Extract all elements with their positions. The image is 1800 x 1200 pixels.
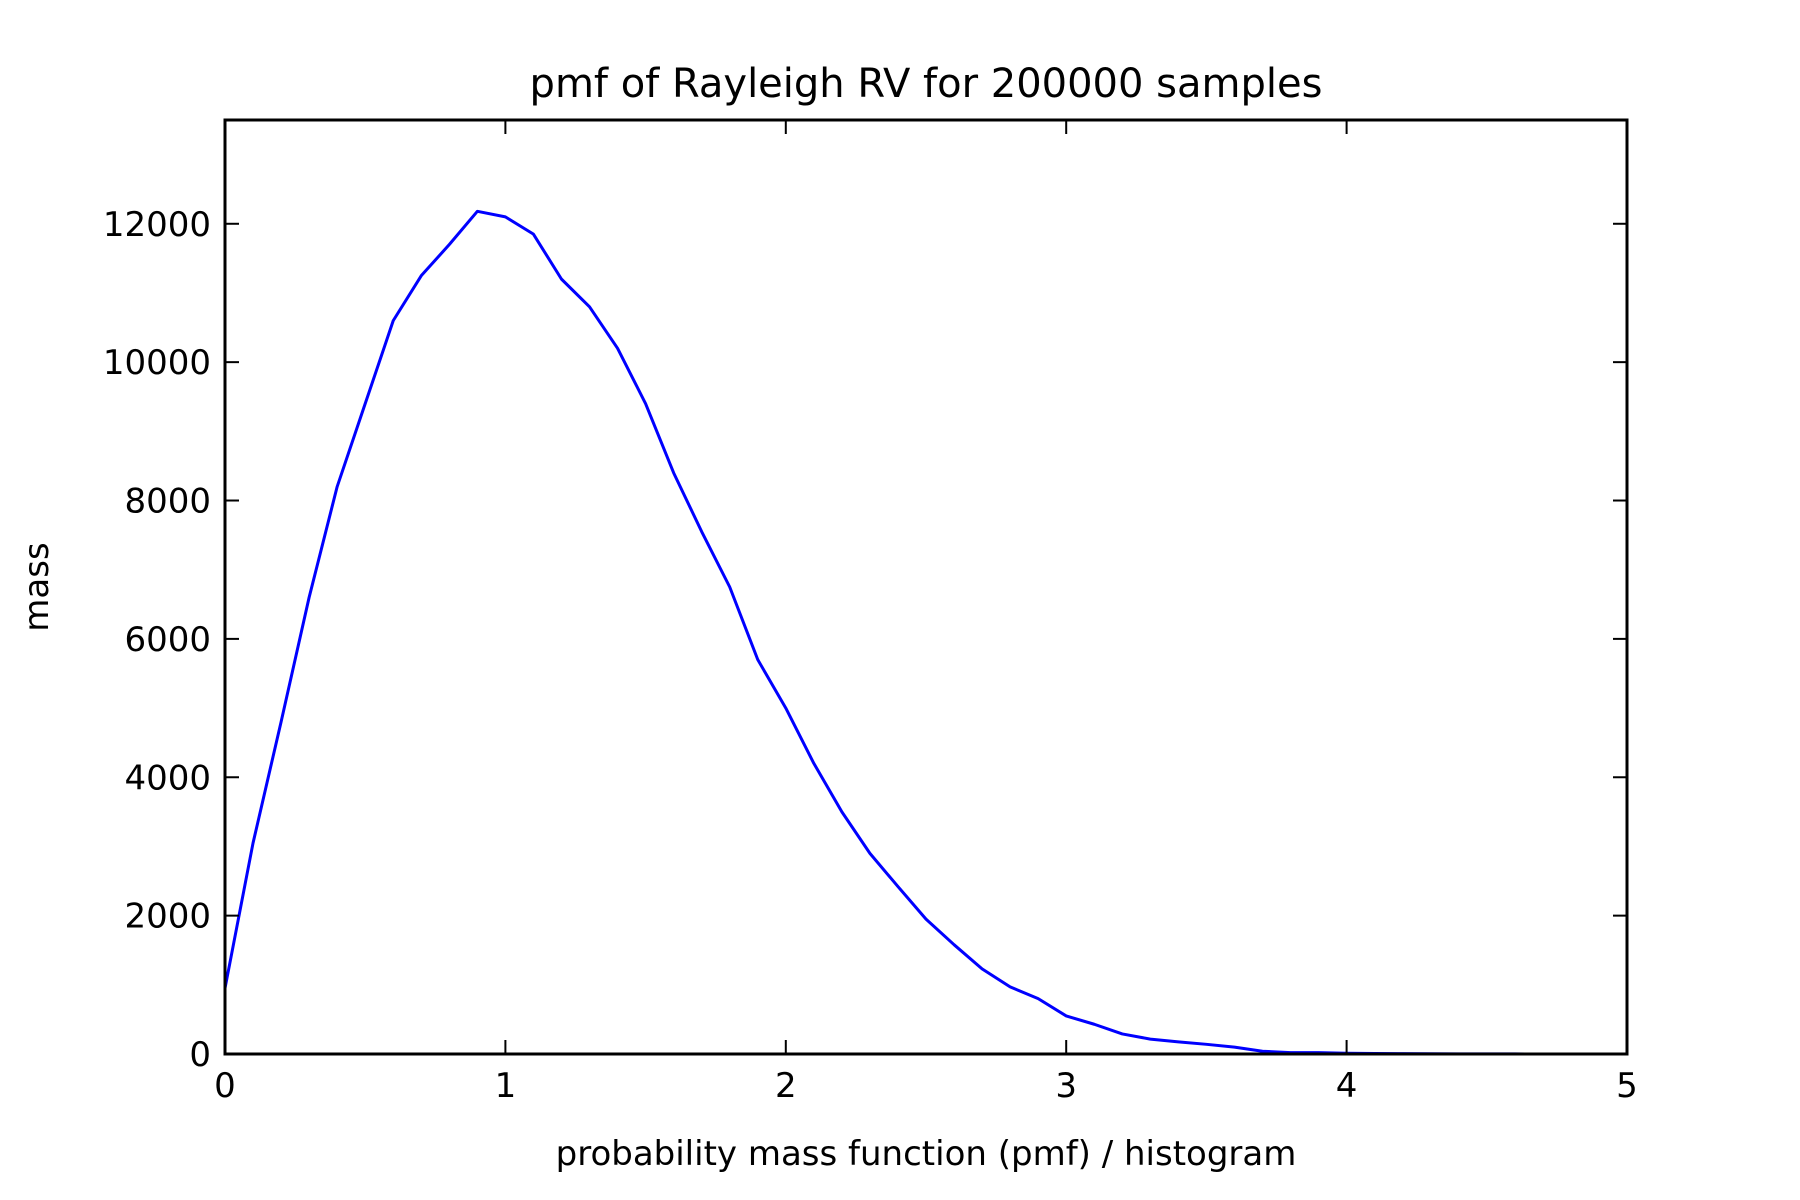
data-point — [728, 586, 731, 589]
data-point — [840, 810, 843, 813]
y-tick-label: 10000 — [103, 343, 211, 383]
data-point — [588, 305, 591, 308]
data-point — [953, 943, 956, 946]
x-tick-label: 3 — [1055, 1066, 1077, 1106]
y-tick-label: 4000 — [124, 758, 211, 798]
data-point — [280, 720, 283, 723]
data-point — [868, 852, 871, 855]
x-tick-label: 1 — [495, 1066, 517, 1106]
data-point — [1177, 1040, 1180, 1043]
data-point — [1009, 985, 1012, 988]
data-point — [1093, 1023, 1096, 1026]
data-point — [448, 243, 451, 246]
y-tick-label: 0 — [189, 1035, 211, 1075]
y-tick-label: 8000 — [124, 482, 211, 522]
data-point — [504, 215, 507, 218]
x-tick-label: 0 — [214, 1066, 236, 1106]
data-point — [308, 596, 311, 599]
data-point — [560, 278, 563, 281]
data-point — [616, 347, 619, 350]
data-point — [756, 658, 759, 661]
data-point — [1121, 1032, 1124, 1035]
data-point — [812, 762, 815, 765]
x-axis-label: probability mass function (pmf) / histog… — [556, 1134, 1297, 1174]
tick-labels: 0 1 2 3 4 5 0 2000 4000 6000 8000 10000 12000 — [103, 205, 1638, 1106]
data-point — [252, 841, 255, 844]
data-point — [700, 530, 703, 533]
x-tick-label: 4 — [1336, 1066, 1358, 1106]
data-point — [1037, 997, 1040, 1000]
x-tick-label: 5 — [1616, 1066, 1638, 1106]
chart-title: pmf of Rayleigh RV for 200000 samples — [530, 61, 1323, 107]
data-point — [981, 967, 984, 970]
data-point — [392, 319, 395, 322]
x-tick-label: 2 — [775, 1066, 797, 1106]
data-point — [1261, 1050, 1264, 1053]
data-point — [784, 707, 787, 710]
tick-marks — [224, 120, 1628, 1055]
data-point — [925, 918, 928, 921]
data-point — [896, 885, 899, 888]
data-point — [1233, 1046, 1236, 1049]
data-point — [1065, 1014, 1068, 1017]
data-point — [476, 210, 479, 213]
data-point — [1205, 1043, 1208, 1046]
data-point — [1149, 1038, 1152, 1041]
data-point — [532, 233, 535, 236]
data-point — [420, 274, 423, 277]
y-tick-label: 2000 — [124, 897, 211, 937]
data-point — [336, 485, 339, 488]
plot-frame — [223, 118, 1629, 1056]
data-point — [644, 402, 647, 405]
y-tick-label: 6000 — [124, 620, 211, 660]
y-tick-label: 12000 — [103, 205, 211, 245]
data-point — [364, 402, 367, 405]
data-point — [672, 471, 675, 474]
y-axis-label: mass — [17, 542, 57, 631]
